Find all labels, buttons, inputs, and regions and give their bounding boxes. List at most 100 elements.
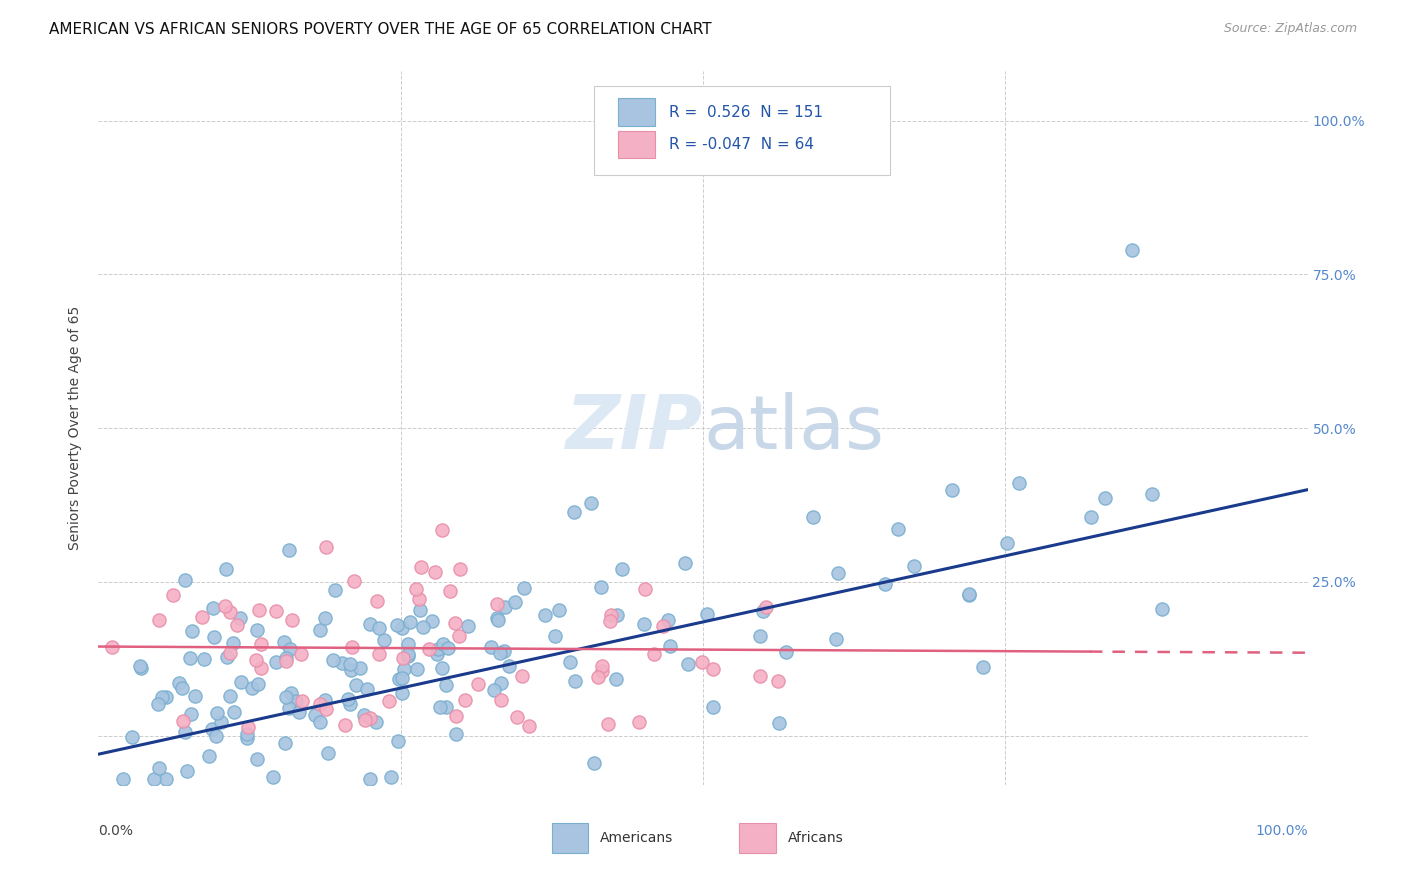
Point [387,733,409,747]
Text: AMERICAN VS AFRICAN SENIORS POVERTY OVER THE AGE OF 65 CORRELATION CHART: AMERICAN VS AFRICAN SENIORS POVERTY OVER… [49,22,711,37]
Point [827,566,849,580]
Point [290,648,312,662]
Point [176,764,198,779]
Point [236,727,259,741]
Point [591,580,613,594]
Point [437,640,460,655]
Point [180,706,202,721]
Point [903,558,925,573]
Point [449,629,471,643]
Point [489,692,512,706]
Point [264,604,287,618]
Point [446,726,468,740]
Point [489,646,512,660]
Point [250,637,273,651]
Point [454,693,477,707]
Point [599,614,621,628]
Point [193,652,215,666]
Point [246,676,269,690]
Point [170,681,193,695]
Point [274,736,297,750]
Point [420,614,443,628]
Point [599,607,621,622]
Point [280,686,302,700]
Point [405,662,427,676]
Point [408,592,430,607]
Point [278,642,301,657]
Point [1150,601,1173,615]
Point [184,690,207,704]
Point [751,604,773,618]
Point [485,610,508,624]
Point [391,686,413,700]
Text: Source: ZipAtlas.com: Source: ZipAtlas.com [1223,22,1357,36]
Point [482,683,505,698]
Point [121,730,143,744]
Point [245,653,267,667]
Point [314,692,336,706]
Point [1121,243,1143,257]
Point [627,714,650,729]
Point [143,772,166,786]
Point [274,651,297,665]
Point [340,663,363,677]
Point [146,697,169,711]
Point [359,616,381,631]
Point [564,673,586,688]
Point [444,616,467,631]
FancyBboxPatch shape [595,86,890,175]
Point [634,582,657,597]
Point [162,588,184,602]
Point [449,562,471,576]
Point [249,661,271,675]
Point [236,720,259,734]
Point [418,641,440,656]
Point [434,678,457,692]
Point [215,649,238,664]
Point [755,599,778,614]
Point [181,624,204,638]
Point [336,692,359,706]
Point [128,658,150,673]
Point [288,705,311,719]
Point [676,657,699,671]
Point [505,709,527,723]
Text: Americans: Americans [600,830,673,845]
Point [657,613,679,627]
Point [643,647,665,661]
Point [696,607,718,621]
Point [236,731,259,746]
Bar [740,822,776,853]
Point [875,577,897,591]
Point [278,542,301,557]
Point [409,560,432,574]
Text: 100.0%: 100.0% [1256,824,1308,838]
Point [247,602,270,616]
Point [396,647,419,661]
Point [887,522,910,536]
Point [167,675,190,690]
Point [766,674,789,689]
Point [486,614,509,628]
Point [702,700,724,714]
Point [690,655,713,669]
Point [396,637,419,651]
Text: atlas: atlas [703,392,884,465]
Point [1008,475,1031,490]
Point [434,700,457,714]
Point [314,611,336,625]
Point [392,662,415,676]
Bar [551,822,588,853]
Point [225,618,247,632]
Point [481,640,503,654]
Point [548,603,571,617]
Point [457,619,479,633]
Point [323,582,346,597]
Point [995,536,1018,550]
Point [562,505,585,519]
Point [366,594,388,608]
Point [489,676,512,690]
Point [218,605,240,619]
Point [333,718,356,732]
Point [150,690,173,705]
